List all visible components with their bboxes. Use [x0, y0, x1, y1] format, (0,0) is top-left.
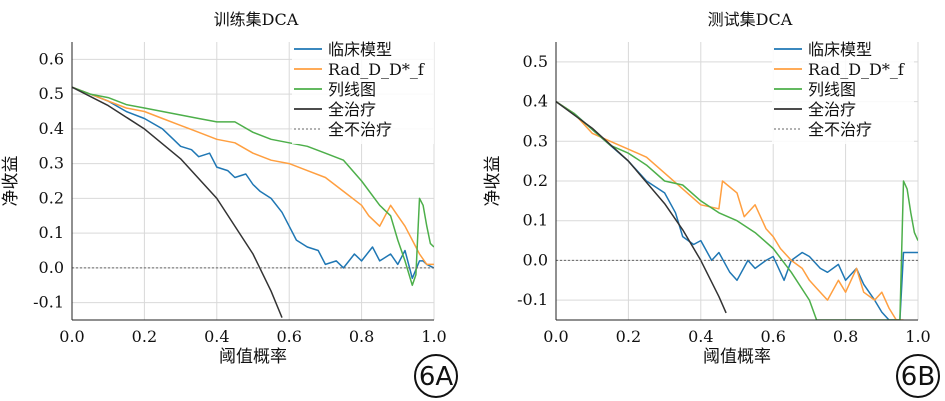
- y-tick-label: -0.1: [33, 293, 64, 312]
- series-line: [72, 86, 434, 287]
- legend-label: 全不治疗: [808, 120, 872, 139]
- x-tick-label: 0.0: [59, 327, 84, 346]
- legend-label: 全治疗: [328, 100, 376, 119]
- legend-label: 列线图: [328, 80, 376, 99]
- figure-badge-circle: [414, 354, 458, 398]
- x-tick-label: 0.2: [616, 327, 641, 346]
- x-tick-label: 0.2: [132, 327, 157, 346]
- series-line: [556, 100, 918, 320]
- x-axis-label: 阈值概率: [703, 347, 771, 367]
- legend-label: 全不治疗: [328, 120, 392, 139]
- figure-badge-circle: [896, 354, 940, 398]
- legend-label: 全治疗: [808, 100, 856, 119]
- series-line: [72, 86, 434, 266]
- y-tick-label: 0.4: [523, 92, 548, 111]
- legend-label: 临床模型: [328, 40, 392, 59]
- x-tick-label: 0.8: [349, 327, 374, 346]
- chart-title: 测试集DCA: [708, 10, 793, 29]
- y-tick-label: 0.2: [39, 188, 64, 207]
- y-axis-label: 净收益: [483, 156, 503, 207]
- y-tick-label: 0.0: [523, 250, 548, 269]
- x-tick-label: 0.6: [760, 327, 785, 346]
- x-tick-label: 1.0: [421, 327, 446, 346]
- legend-box: [772, 38, 914, 144]
- y-tick-label: 0.3: [523, 131, 548, 150]
- panel-test-dca: 0.0 0.2 0.4 0.6 0.8 1.0 -0.1 0.0 0.1 0.2 0.3 0.4 0.5…: [483, 10, 940, 398]
- x-tick-label: 0.6: [276, 327, 301, 346]
- y-tick-label: 0.5: [523, 52, 548, 71]
- x-axis-label: 阈值概率: [219, 347, 287, 367]
- series-line: [556, 100, 918, 320]
- y-tick-label: 0.1: [39, 223, 64, 242]
- y-tick-label: 0.6: [39, 49, 64, 68]
- y-tick-label: -0.1: [517, 290, 548, 309]
- x-tick-label: 0.4: [688, 327, 713, 346]
- y-tick-label: 0.2: [523, 171, 548, 190]
- series-group: [556, 100, 918, 320]
- series-line: [72, 86, 283, 318]
- figure-badge-label: 6B: [901, 362, 935, 392]
- figure-badge-label: 6A: [419, 362, 454, 392]
- legend-label: 临床模型: [808, 40, 872, 59]
- panel-train-dca: 0.0 0.2 0.4 0.6 0.8 1.0 -0.1 0.0 0.1 0.2 0.3 0.4 0.5…: [1, 10, 458, 398]
- legend-label: 列线图: [808, 80, 856, 99]
- series-line: [556, 100, 727, 314]
- y-tick-label: 0.4: [39, 119, 64, 138]
- y-tick-label: 0.1: [523, 211, 548, 230]
- y-tick-label: 0.5: [39, 84, 64, 103]
- legend-label: Rad_D_D*_f: [328, 60, 425, 79]
- y-tick-label: 0.0: [39, 258, 64, 277]
- y-tick-label: 0.3: [39, 154, 64, 173]
- x-tick-label: 0.4: [204, 327, 229, 346]
- series-line: [556, 100, 904, 320]
- x-tick-label: 1.0: [905, 327, 930, 346]
- x-tick-label: 0.0: [543, 327, 568, 346]
- y-axis-label: 净收益: [1, 156, 21, 207]
- series-line: [72, 86, 434, 280]
- chart-title: 训练集DCA: [214, 10, 299, 29]
- series-group: [72, 86, 434, 318]
- legend-label: Rad_D_D*_f: [808, 60, 905, 79]
- x-tick-label: 0.8: [833, 327, 858, 346]
- legend-box: [292, 38, 434, 144]
